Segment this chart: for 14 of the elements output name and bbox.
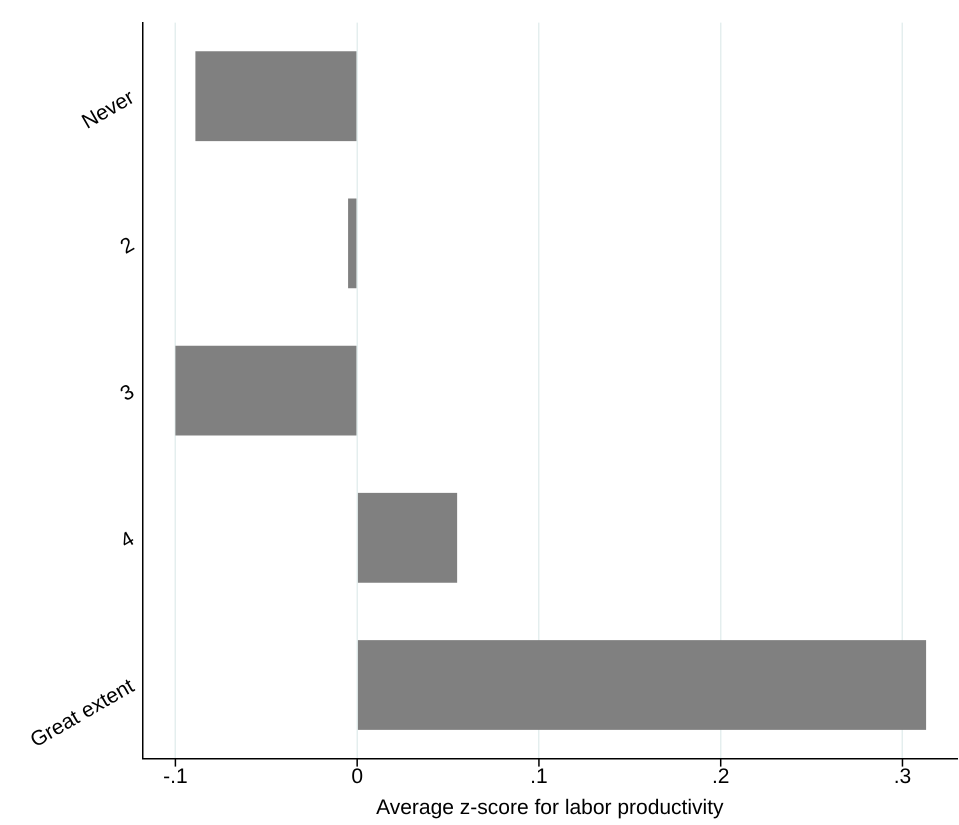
y-tick-label: 2	[116, 232, 138, 259]
x-tick-label: -.1	[163, 764, 188, 788]
bar	[195, 51, 356, 142]
y-tick-label: 4	[116, 527, 138, 553]
x-tick-label: .2	[712, 764, 730, 788]
x-axis-title: Average z-score for labor productivity	[376, 796, 724, 820]
bar	[358, 492, 458, 583]
x-tick-label: 0	[351, 764, 364, 788]
x-tick-label: .3	[894, 764, 912, 788]
x-tick-label: .1	[530, 764, 548, 788]
bar	[358, 640, 926, 730]
bar	[348, 198, 356, 288]
bar	[175, 346, 356, 436]
y-tick-label: 3	[116, 380, 138, 406]
